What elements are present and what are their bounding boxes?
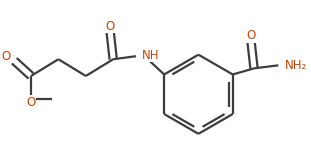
- Text: NH: NH: [142, 49, 159, 62]
- Text: O: O: [246, 29, 256, 42]
- Text: O: O: [26, 96, 36, 109]
- Text: O: O: [1, 50, 11, 63]
- Text: NH₂: NH₂: [285, 59, 307, 72]
- Text: O: O: [105, 20, 115, 33]
